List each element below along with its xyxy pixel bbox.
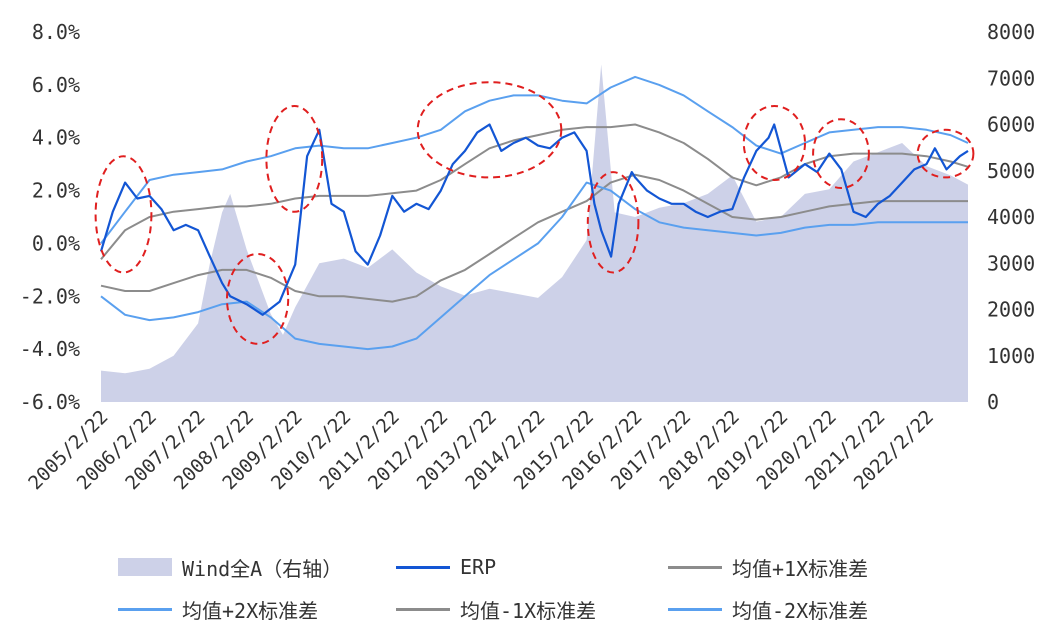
y-axis-right: 0 1000 2000 3000 4000 5000 6000 7000 8000	[987, 20, 1035, 414]
y-right-tick-label: 1000	[987, 344, 1035, 368]
legend-item-mean-plus-2sd: 均值+2X标准差	[118, 594, 318, 624]
legend-item-mean-plus-1sd: 均值+1X标准差	[668, 552, 868, 582]
y-right-tick-label: 0	[987, 390, 999, 414]
y-left-tick-label: -2.0%	[20, 284, 80, 308]
series-line-meanplus1sd	[100, 123, 969, 260]
legend-item-wind-a: Wind全A（右轴）	[118, 552, 342, 582]
y-left-tick-label: 6.0%	[32, 73, 80, 97]
legend-label-wind-a: Wind全A（右轴）	[182, 556, 343, 581]
annotation-ellipse-4	[416, 81, 563, 179]
erp-chart: -6.0% -4.0% -2.0% 0.0% 2.0% 4.0% 6.0% 8.0% 0 100…	[20, 20, 1035, 494]
annotation-ellipse-5	[586, 171, 640, 274]
x-axis: 2005/2/222006/2/222007/2/222008/2/222009…	[24, 406, 938, 494]
annotation-ellipse-3	[265, 104, 324, 213]
y-right-tick-label: 7000	[987, 66, 1035, 90]
legend-swatch-erp	[396, 565, 450, 569]
y-right-tick-label: 2000	[987, 298, 1035, 322]
y-left-tick-label: 8.0%	[32, 20, 80, 44]
y-left-tick-label: -6.0%	[20, 390, 80, 414]
y-right-tick-label: 5000	[987, 159, 1035, 183]
y-left-tick-label: -4.0%	[20, 337, 80, 361]
legend-swatch-area	[118, 558, 172, 576]
series-line-erp	[99, 123, 969, 316]
y-right-tick-label: 4000	[987, 205, 1035, 229]
legend-swatch-mean-minus-1sd	[396, 607, 450, 611]
legend-item-mean-minus-1sd: 均值-1X标准差	[396, 594, 596, 624]
series-line-meanplus2sd	[100, 75, 969, 245]
series-line-meanminus1sd	[100, 173, 968, 303]
y-left-tick-label: 4.0%	[32, 126, 80, 150]
annotation-ellipse-1	[94, 155, 153, 274]
area-layer	[101, 64, 968, 403]
annotation-ellipse-6	[742, 105, 807, 181]
y-axis-left: -6.0% -4.0% -2.0% 0.0% 2.0% 4.0% 6.0% 8.0%	[20, 20, 80, 414]
legend-label-erp: ERP	[460, 555, 497, 579]
y-left-tick-label: 0.0%	[32, 231, 80, 255]
legend-item-mean-minus-2sd: 均值-2X标准差	[668, 594, 868, 624]
line-layer	[100, 75, 969, 351]
series-line-meanminus2sd	[100, 181, 968, 351]
series-area-wind-a	[101, 64, 968, 403]
legend-swatch-mean-minus-2sd	[668, 607, 722, 611]
legend-swatch-mean-plus-2sd	[118, 607, 172, 611]
legend-label-mean-plus-2sd: 均值+2X标准差	[182, 598, 319, 623]
y-right-tick-label: 6000	[987, 113, 1035, 137]
legend-label-mean-plus-1sd: 均值+1X标准差	[732, 556, 869, 581]
annotation-layer	[94, 81, 975, 345]
y-left-tick-label: 2.0%	[32, 179, 80, 203]
legend-label-mean-minus-2sd: 均值-2X标准差	[732, 598, 869, 623]
y-right-tick-label: 3000	[987, 251, 1035, 275]
y-right-tick-label: 8000	[987, 20, 1035, 44]
legend-item-erp: ERP	[396, 552, 496, 582]
annotation-ellipse-7	[812, 118, 870, 190]
legend: Wind全A（右轴） ERP 均值+1X标准差 均值+2X标准差 均值-1X标准…	[0, 548, 1062, 628]
legend-swatch-mean-plus-1sd	[668, 565, 722, 569]
annotation-ellipse-2	[226, 253, 290, 345]
legend-label-mean-minus-1sd: 均值-1X标准差	[460, 598, 597, 623]
annotation-ellipse-8	[916, 128, 975, 179]
